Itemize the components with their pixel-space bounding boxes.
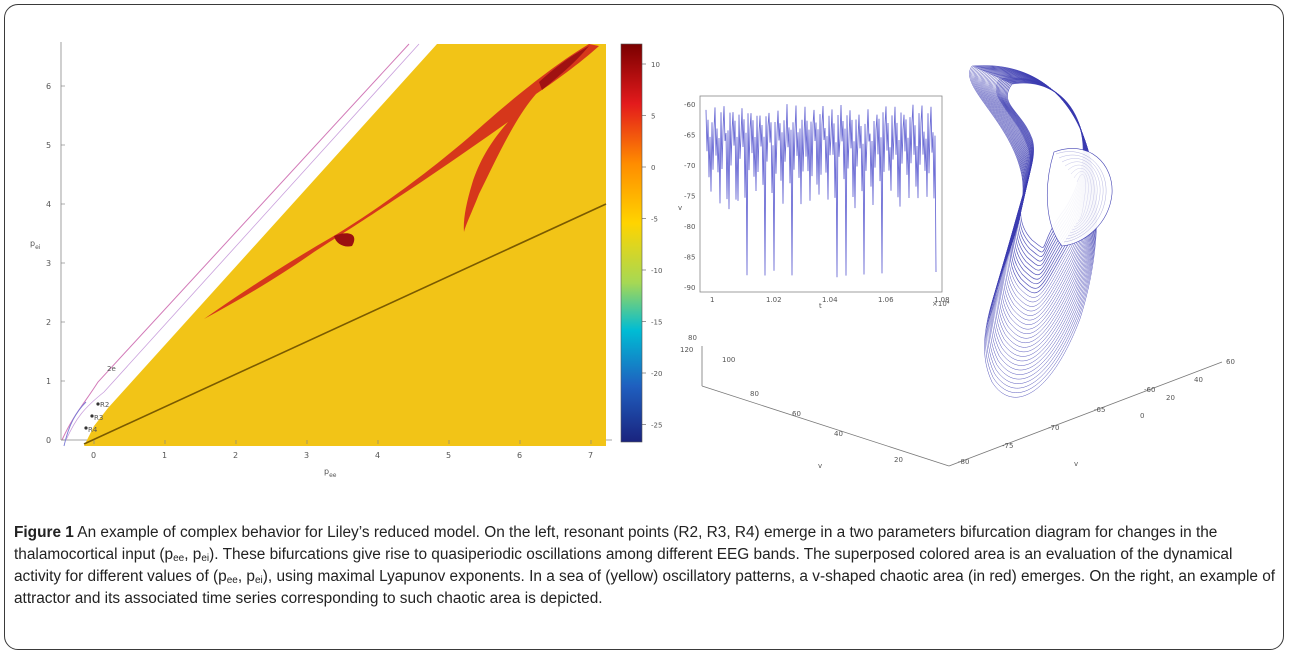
colorbar-tick-label: -15 xyxy=(651,319,662,327)
bifurcation-panel: 2e R2 R3 R4 0 1 2 3 4 5 6 0 1 2 3 4 5 6 7 pei pee xyxy=(30,42,612,479)
colorbar-tick-label: 0 xyxy=(651,164,655,172)
attractor-axis2-tick-label: -70 xyxy=(1048,424,1059,432)
left-x-tick-label: 7 xyxy=(588,451,593,460)
chaotic-core-1 xyxy=(334,233,355,247)
attractor-axis1-tick-label: 40 xyxy=(834,430,843,438)
figure-label: Figure 1 xyxy=(14,524,74,541)
point-label-r4: R4 xyxy=(88,426,98,434)
boundary-curve-inner xyxy=(65,43,420,441)
time-series-x-multiplier: ×10⁴ xyxy=(932,300,950,308)
attractor-axis3-tick-label: 40 xyxy=(1194,376,1203,384)
attractor-axis-label-2: v xyxy=(1074,460,1078,468)
colorbar-tick-label: -25 xyxy=(651,422,662,430)
time-series-y-tick-label: -70 xyxy=(684,162,695,170)
attractor-axis1-ticks: 120 80 100 80 60 40 20 xyxy=(680,334,903,464)
attractor-axis1-tick-label: 60 xyxy=(792,410,801,418)
attractor-axis1-extra-label: 120 xyxy=(680,346,693,354)
time-series-x-tick-label: 1.04 xyxy=(822,296,838,304)
point-label-r3: R3 xyxy=(94,414,103,422)
left-y-tick-label: 0 xyxy=(46,436,51,445)
time-series-y-label: v xyxy=(678,204,682,212)
colorbar-tick-label: 5 xyxy=(651,113,655,121)
left-y-label: pei xyxy=(30,239,41,251)
colorbar-tick-label: -5 xyxy=(651,216,658,224)
time-series-line xyxy=(705,104,937,278)
time-series-x-ticks: 1 1.02 1.04 1.06 1.08 xyxy=(710,296,950,304)
resonant-point-r4 xyxy=(84,426,88,430)
left-y-tick-label: 3 xyxy=(46,259,51,268)
left-y-tick-label: 6 xyxy=(46,82,51,91)
chaotic-core-2 xyxy=(539,46,589,90)
time-series-y-tick-label: -80 xyxy=(684,223,695,231)
attractor-axis2-tick-label: -75 xyxy=(1002,442,1013,450)
colorbar: 10 5 0 -5 -10 -15 -20 -25 xyxy=(620,43,662,443)
left-x-tick-label: 3 xyxy=(304,451,309,460)
left-x-label: pee xyxy=(324,467,337,479)
axis-2-line xyxy=(948,361,1223,467)
time-series-x-tick-label: 1 xyxy=(710,296,714,304)
time-series-y-tick-label: -85 xyxy=(684,254,695,262)
attractor-axis2-ticks: -80 -75 -70 -65 -60 xyxy=(958,386,1155,466)
attractor-inner-lobe xyxy=(1047,148,1113,247)
blue-curve xyxy=(63,401,87,447)
left-x-tick-label: 2 xyxy=(233,451,238,460)
time-series-y-tick-label: -60 xyxy=(684,101,695,109)
left-x-tick-label: 0 xyxy=(91,451,96,460)
colorbar-tick-label: -20 xyxy=(651,370,662,378)
resonant-point-r3 xyxy=(90,414,94,418)
boundary-curve-outer xyxy=(61,43,410,441)
dark-bifurcation-line xyxy=(83,203,607,445)
colorbar-tick-label: -10 xyxy=(651,267,662,275)
colorbar-ticks: 10 5 0 -5 -10 -15 -20 -25 xyxy=(642,61,662,430)
left-y-tick-label: 1 xyxy=(46,377,51,386)
axis-1-line xyxy=(701,385,950,467)
left-x-ticks: 0 1 2 3 4 5 6 7 xyxy=(91,440,593,460)
attractor-axis2-tick-label: -80 xyxy=(958,458,969,466)
attractor-axis-label-1: v xyxy=(818,462,822,470)
attractor-axis1-tick-label: 20 xyxy=(894,456,903,464)
time-series-y-tick-label: -90 xyxy=(684,284,695,292)
attractor-axis2-tick-label: -60 xyxy=(1144,386,1155,394)
time-series-x-tick-label: 1.06 xyxy=(878,296,894,304)
left-y-tick-label: 2 xyxy=(46,318,51,327)
attractor-axis1-tick-label: 80 xyxy=(750,390,759,398)
time-series-x-tick-label: 1.08 xyxy=(934,296,950,304)
attractor-axis3-ticks: 60 40 20 0 xyxy=(1140,358,1235,420)
attractor-axis3-tick-label: 20 xyxy=(1166,394,1175,402)
time-series-x-label: t xyxy=(819,302,822,310)
left-x-tick-label: 5 xyxy=(446,451,451,460)
point-label-2e: 2e xyxy=(107,365,116,373)
left-x-tick-label: 1 xyxy=(162,451,167,460)
time-series-y-ticks: -60 -65 -70 -75 -80 -85 -90 xyxy=(684,101,695,292)
point-label-r2: R2 xyxy=(100,401,109,409)
resonant-point-r2 xyxy=(96,402,100,406)
attractor-axis3-tick-label: 60 xyxy=(1226,358,1235,366)
left-x-tick-label: 4 xyxy=(375,451,380,460)
attractor-axis3-tick-label: 0 xyxy=(1140,412,1144,420)
time-series-y-tick-label: -75 xyxy=(684,193,695,201)
attractor-axis1-tick-label: 100 xyxy=(722,356,735,364)
colorbar-gradient-bar xyxy=(620,43,643,443)
attractor-loop xyxy=(1006,82,1084,248)
left-y-ticks: 0 1 2 3 4 5 6 xyxy=(46,82,65,445)
left-y-tick-label: 5 xyxy=(46,141,51,150)
left-y-tick-label: 4 xyxy=(46,200,51,209)
attractor-axis1-tick-label: 80 xyxy=(688,334,697,342)
time-series-x-tick-label: 1.02 xyxy=(766,296,782,304)
chaotic-region xyxy=(204,44,599,319)
attractor-trajectory xyxy=(969,65,1113,398)
time-series-inset: -60-65-70-75-80-85-90 1 1.02 1.04 1.06 1.08 … xyxy=(678,95,950,310)
colorbar-tick-label: 10 xyxy=(651,61,660,69)
time-series-y-tick-label: -65 xyxy=(684,132,695,140)
figure-caption: Figure 1 An example of complex behavior … xyxy=(14,524,1276,607)
attractor-axis2-tick-label: -65 xyxy=(1094,406,1105,414)
left-x-tick-label: 6 xyxy=(517,451,522,460)
attractor-panel: 120 80 100 80 60 40 20 -80 -75 -70 -65 -60 60 40 20 0… xyxy=(680,65,1235,470)
